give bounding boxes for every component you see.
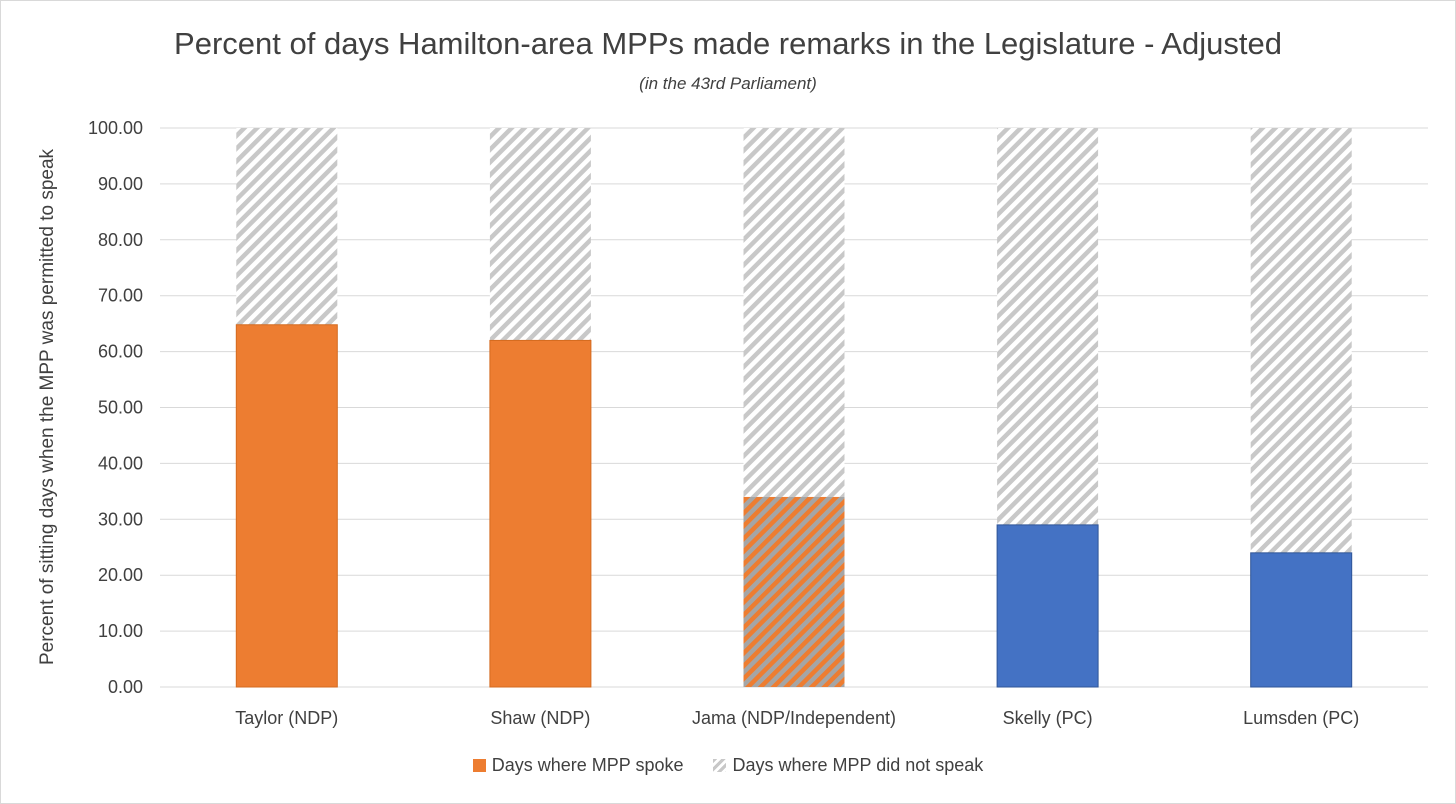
x-tick-label: Jama (NDP/Independent) (692, 708, 896, 728)
bar-spoke (743, 496, 845, 687)
bar-did-not-speak (1250, 128, 1352, 553)
legend: Days where MPP spoke Days where MPP did … (0, 755, 1456, 776)
legend-item-spoke: Days where MPP spoke (472, 755, 684, 776)
y-tick-label: 50.00 (98, 398, 143, 418)
legend-swatch-spoke (472, 759, 486, 772)
bar-spoke (489, 339, 592, 688)
x-tick-label: Skelly (PC) (1003, 708, 1093, 728)
y-tick-label: 40.00 (98, 453, 143, 473)
bar-spoke (235, 324, 338, 688)
x-tick-label: Taylor (NDP) (235, 708, 338, 728)
bar-spoke (996, 524, 1099, 688)
bar-spoke (1250, 552, 1353, 688)
y-tick-label: 20.00 (98, 565, 143, 585)
y-tick-label: 30.00 (98, 509, 143, 529)
y-tick-label: 70.00 (98, 286, 143, 306)
y-tick-label: 10.00 (98, 621, 143, 641)
bar-did-not-speak (236, 128, 338, 325)
legend-swatch-did-not-speak (713, 759, 727, 772)
y-tick-label: 80.00 (98, 230, 143, 250)
bars (235, 128, 1353, 688)
legend-item-did-not-speak: Days where MPP did not speak (713, 755, 983, 776)
y-tick-label: 90.00 (98, 174, 143, 194)
y-tick-label: 60.00 (98, 342, 143, 362)
x-tick-label: Shaw (NDP) (490, 708, 590, 728)
bar-did-not-speak (743, 128, 845, 497)
chart-subtitle: (in the 43rd Parliament) (639, 74, 817, 93)
y-tick-label: 0.00 (108, 677, 143, 697)
chart-title: Percent of days Hamilton-area MPPs made … (174, 26, 1282, 61)
y-tick-label: 100.00 (88, 118, 143, 138)
bar-did-not-speak (489, 128, 591, 341)
tick-labels: 0.00 10.00 20.00 30.00 40.00 50.00 60.00 70.00 8… (88, 118, 1359, 728)
legend-label-did-not-speak: Days where MPP did not speak (732, 755, 984, 775)
bar-did-not-speak (997, 128, 1099, 525)
x-tick-label: Lumsden (PC) (1243, 708, 1359, 728)
legend-label-spoke: Days where MPP spoke (491, 755, 684, 775)
